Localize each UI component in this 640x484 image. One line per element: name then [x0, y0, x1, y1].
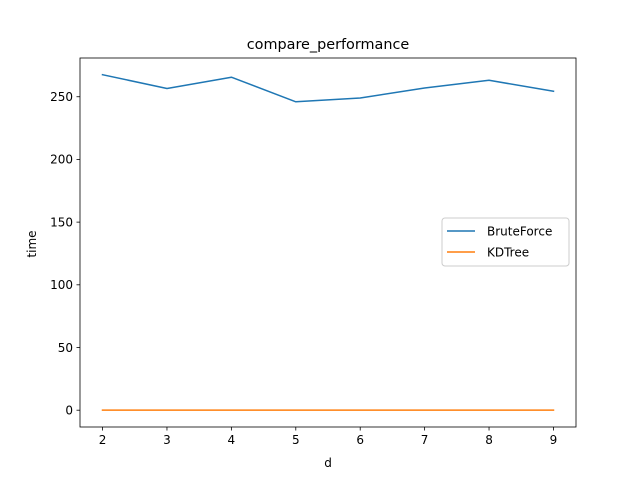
y-tick-label: 200 — [50, 153, 73, 167]
y-axis-label: time — [25, 230, 39, 257]
y-tick-label: 100 — [50, 278, 73, 292]
x-tick-label: 5 — [292, 433, 300, 447]
legend-box — [441, 217, 570, 267]
y-tick-label: 250 — [50, 90, 73, 104]
legend-label-kdtree: KDTree — [487, 246, 529, 260]
x-tick-label: 6 — [356, 433, 364, 447]
x-tick-label: 2 — [99, 433, 107, 447]
y-tick-label: 150 — [50, 215, 73, 229]
x-tick-label: 7 — [421, 433, 429, 447]
legend-label-bruteforce: BruteForce — [487, 225, 552, 239]
x-tick-label: 9 — [550, 433, 558, 447]
axes-frame — [79, 57, 577, 428]
x-tick-label: 4 — [228, 433, 236, 447]
chart-title: compare_performance — [247, 37, 410, 53]
x-tick-label: 3 — [163, 433, 171, 447]
y-tick-label: 0 — [65, 403, 73, 417]
x-tick-label: 8 — [485, 433, 493, 447]
x-axis-label: d — [324, 456, 332, 470]
series-line-bruteforce — [101, 73, 555, 103]
plot-area: 2 3 4 5 6 7 8 9 0 50 100 150 200 250 BruteForce KDTree — [50, 57, 577, 447]
y-tick-label: 50 — [58, 341, 73, 355]
